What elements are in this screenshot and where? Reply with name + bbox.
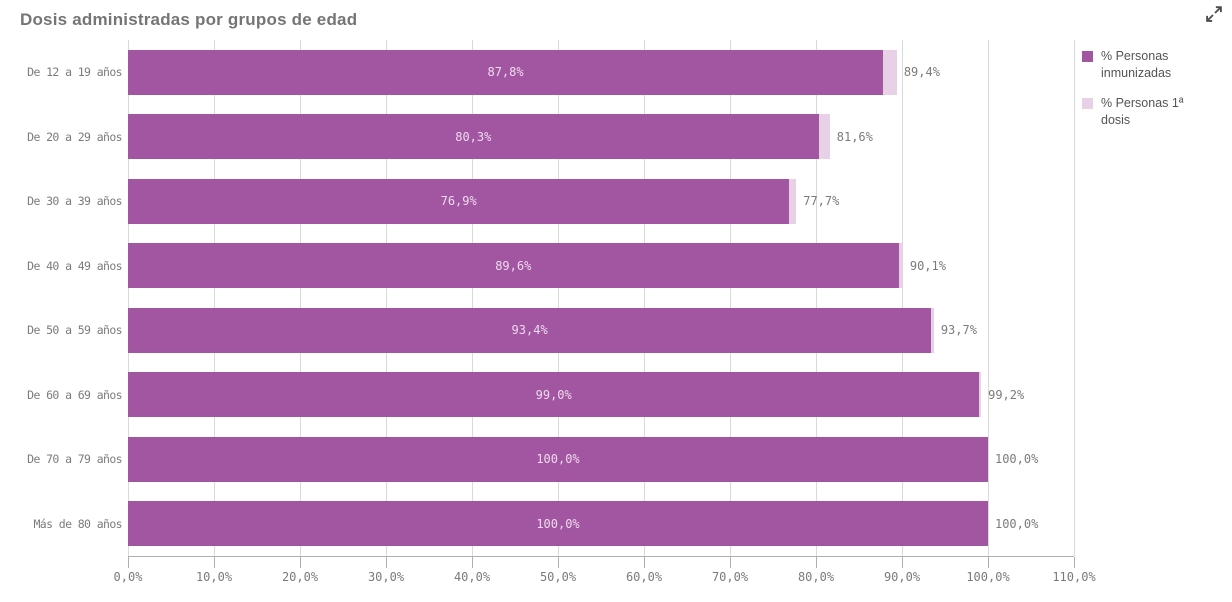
category-label: De 30 a 39 años <box>27 194 122 209</box>
bar-value-label-first-dose: 81,6% <box>836 129 873 144</box>
gridline <box>558 40 559 556</box>
legend-swatch-icon <box>1082 51 1093 62</box>
bar-value-label-first-dose: 99,2% <box>988 387 1025 402</box>
gridline <box>472 40 473 556</box>
bar-value-label-immunized: 99,0% <box>535 387 572 402</box>
bar-immunized[interactable]: 80,3% <box>128 114 819 160</box>
plot-area: 87,8% 89,4% 80,3% 81,6% 76,9% 77,7% 89,6% 90,1%… <box>128 40 1075 557</box>
x-tick-mark <box>1074 557 1075 568</box>
bar-value-label-first-dose: 90,1% <box>909 258 946 273</box>
bar-row: 93,4% 93,7% <box>128 298 1074 363</box>
bar-row: 100,0% 100,0% <box>128 492 1074 557</box>
x-tick-label: 10,0% <box>195 570 233 584</box>
gridline <box>816 40 817 556</box>
legend-label: % Personas inmunizadas <box>1101 49 1172 80</box>
bar-value-label-immunized: 89,6% <box>495 258 532 273</box>
x-tick-mark <box>300 557 301 568</box>
x-tick-mark <box>128 557 129 568</box>
bar-immunized[interactable]: 93,4% <box>128 307 932 353</box>
x-tick-label: 100,0% <box>966 570 1010 584</box>
bar-immunized[interactable]: 87,8% <box>128 49 884 95</box>
x-tick-mark <box>558 557 559 568</box>
x-tick-mark <box>816 557 817 568</box>
gridline <box>214 40 215 556</box>
gridline <box>386 40 387 556</box>
category-label: De 70 a 79 años <box>27 452 122 467</box>
x-tick-mark <box>730 557 731 568</box>
category-label: De 60 a 69 años <box>27 387 122 402</box>
x-tick-label: 80,0% <box>797 570 835 584</box>
gridline <box>300 40 301 556</box>
bar-value-label-immunized: 100,0% <box>536 516 580 531</box>
bar-immunized[interactable]: 89,6% <box>128 243 899 289</box>
bar-value-label-first-dose: 93,7% <box>940 323 977 338</box>
category-label: Más de 80 años <box>33 516 122 531</box>
x-tick-mark <box>214 557 215 568</box>
bar-row: 87,8% 89,4% <box>128 40 1074 105</box>
gridline <box>1074 40 1075 556</box>
bar-value-label-immunized: 87,8% <box>487 65 524 80</box>
gridline <box>128 40 129 556</box>
bar-value-label-first-dose: 77,7% <box>803 194 840 209</box>
gridline <box>988 40 989 556</box>
x-tick-mark <box>472 557 473 568</box>
bar-row: 99,0% 99,2% <box>128 363 1074 428</box>
x-tick-label: 40,0% <box>453 570 491 584</box>
x-tick-label: 0,0% <box>113 570 143 584</box>
x-tick-label: 20,0% <box>281 570 319 584</box>
gridline <box>902 40 903 556</box>
legend-swatch-icon <box>1082 98 1093 109</box>
expand-arrows-icon[interactable] <box>1204 4 1224 24</box>
chart-title: Dosis administradas por grupos de edad <box>20 10 358 29</box>
x-tick-label: 60,0% <box>625 570 663 584</box>
legend: % Personas inmunizadas % Personas 1ª dosi… <box>1082 48 1228 129</box>
category-label: De 40 a 49 años <box>27 258 122 273</box>
x-tick-label: 50,0% <box>539 570 577 584</box>
x-tick-mark <box>902 557 903 568</box>
gridline <box>730 40 731 556</box>
x-tick-label: 90,0% <box>883 570 921 584</box>
bar-value-label-immunized: 76,9% <box>440 194 477 209</box>
x-tick-label: 70,0% <box>711 570 749 584</box>
bar-immunized[interactable]: 99,0% <box>128 372 980 418</box>
bar-row: 76,9% 77,7% <box>128 169 1074 234</box>
x-tick-mark <box>386 557 387 568</box>
x-tick-mark <box>988 557 989 568</box>
bar-value-label-immunized: 100,0% <box>536 452 580 467</box>
bar-value-label-immunized: 80,3% <box>455 129 492 144</box>
bar-row: 89,6% 90,1% <box>128 234 1074 299</box>
legend-item[interactable]: % Personas 1ª dosis <box>1082 95 1228 129</box>
x-tick-label: 110,0% <box>1052 570 1096 584</box>
bar-value-label-first-dose: 100,0% <box>994 452 1039 467</box>
category-label: De 20 a 29 años <box>27 129 122 144</box>
category-label: De 12 a 19 años <box>27 65 122 80</box>
bar-value-label-immunized: 93,4% <box>511 323 548 338</box>
bar-value-label-first-dose: 100,0% <box>994 516 1039 531</box>
x-tick-mark <box>644 557 645 568</box>
legend-label: % Personas 1ª dosis <box>1101 96 1184 127</box>
legend-item[interactable]: % Personas inmunizadas <box>1082 48 1228 82</box>
bar-immunized[interactable]: 76,9% <box>128 178 790 224</box>
x-axis-line <box>128 556 1074 557</box>
bar-value-label-first-dose: 89,4% <box>903 65 940 80</box>
bar-immunized[interactable]: 100,0% <box>128 501 988 547</box>
bar-row: 100,0% 100,0% <box>128 427 1074 492</box>
category-label: De 50 a 59 años <box>27 323 122 338</box>
gridline <box>644 40 645 556</box>
bar-immunized[interactable]: 100,0% <box>128 436 988 482</box>
bar-row: 80,3% 81,6% <box>128 105 1074 170</box>
x-tick-label: 30,0% <box>367 570 405 584</box>
